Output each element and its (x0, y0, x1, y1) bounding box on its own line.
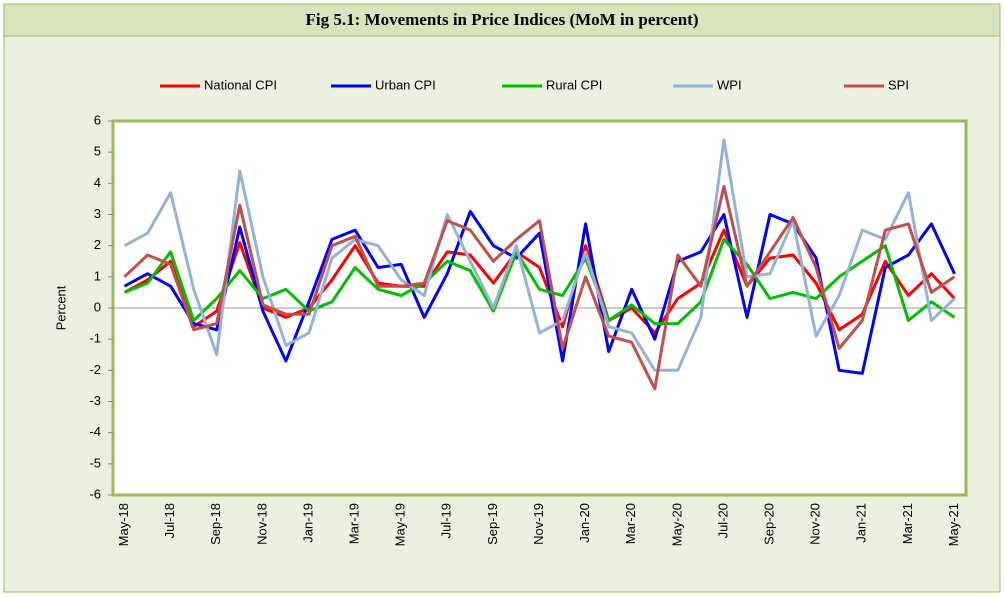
x-tick-label: Nov-19 (531, 503, 546, 545)
legend-label: Rural CPI (546, 77, 602, 92)
y-tick-label: 1 (94, 268, 101, 283)
x-tick-label: Jul-20 (715, 503, 730, 538)
x-tick-label: Nov-18 (254, 503, 269, 545)
x-tick-label: Jan-21 (854, 503, 869, 543)
y-tick-label: -4 (89, 424, 101, 439)
series-line (123, 138, 956, 372)
y-axis-label: Percent (53, 285, 68, 330)
legend-label: WPI (717, 77, 742, 92)
x-tick-label: Sep-20 (761, 503, 776, 545)
y-tick-label: -3 (89, 393, 101, 408)
x-tick-label: Jul-18 (162, 503, 177, 538)
y-tick-label: 4 (94, 175, 101, 190)
chart-title: Fig 5.1: Movements in Price Indices (MoM… (306, 10, 699, 29)
legend-label: National CPI (204, 77, 277, 92)
y-tick-label: 0 (94, 299, 101, 314)
x-tick-label: Mar-19 (347, 503, 362, 544)
y-tick-label: -2 (89, 362, 101, 377)
x-tick-label: May-18 (116, 503, 131, 546)
series-line (123, 209, 956, 375)
y-tick-label: 5 (94, 144, 101, 159)
y-tick-label: -5 (89, 455, 101, 470)
x-tick-label: May-21 (946, 503, 961, 546)
x-tick-label: May-20 (669, 503, 684, 546)
title-bar (3, 3, 1001, 37)
legend-label: Urban CPI (375, 77, 436, 92)
y-tick-label: -6 (89, 486, 101, 501)
x-tick-label: May-19 (393, 503, 408, 546)
series-line (123, 184, 956, 391)
y-tick-label: 3 (94, 206, 101, 221)
x-tick-label: Sep-19 (485, 503, 500, 545)
x-tick-label: Jan-20 (577, 503, 592, 543)
y-tick-label: -1 (89, 331, 101, 346)
y-tick-label: 2 (94, 237, 101, 252)
x-tick-label: Jan-19 (300, 503, 315, 543)
x-tick-label: Nov-20 (808, 503, 823, 545)
y-tick-label: 6 (94, 112, 101, 127)
x-tick-label: Jul-19 (439, 503, 454, 538)
x-tick-label: Sep-18 (208, 503, 223, 545)
x-tick-label: Mar-21 (900, 503, 915, 544)
legend-label: SPI (888, 77, 909, 92)
x-tick-label: Mar-20 (623, 503, 638, 544)
